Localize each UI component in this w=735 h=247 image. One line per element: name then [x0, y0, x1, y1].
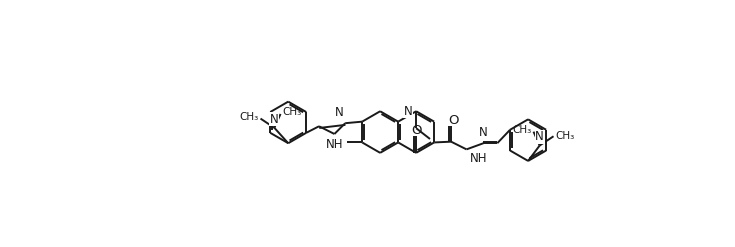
Text: N: N — [479, 126, 488, 139]
Text: O: O — [411, 124, 421, 137]
Text: F: F — [335, 136, 343, 149]
Text: CH₃: CH₃ — [513, 125, 532, 135]
Text: NH: NH — [470, 152, 487, 165]
Text: N: N — [535, 130, 544, 143]
Text: CH₃: CH₃ — [555, 131, 574, 141]
Text: N: N — [270, 112, 279, 125]
Text: N: N — [404, 105, 412, 118]
Text: N: N — [335, 106, 344, 119]
Text: NH: NH — [326, 138, 343, 151]
Text: CH₃: CH₃ — [240, 112, 259, 122]
Text: O: O — [448, 114, 459, 127]
Text: CH₃: CH₃ — [282, 107, 301, 117]
